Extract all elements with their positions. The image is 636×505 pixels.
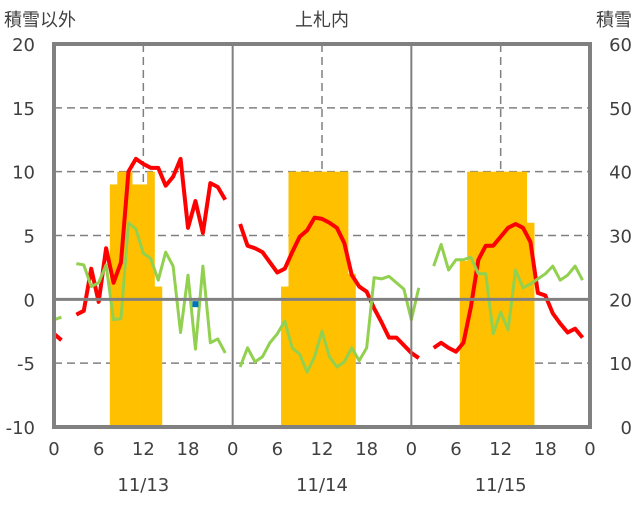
- y2-tick-label: 20: [609, 290, 632, 311]
- red-line-segment: [432, 222, 585, 354]
- y-tick-label: 15: [12, 99, 35, 120]
- snow-depth-bar: [526, 222, 535, 427]
- x-tick-label: 18: [355, 439, 378, 460]
- y-tick-label: -10: [6, 418, 35, 439]
- x-tick-label: 0: [227, 439, 238, 460]
- date-label: 11/13: [117, 475, 169, 496]
- y-tick-label: 10: [12, 163, 35, 184]
- x-tick-label: 18: [177, 439, 200, 460]
- blue-marker: [192, 301, 199, 308]
- red-line-segment: [75, 156, 227, 317]
- y-axis-right-label: 積雪: [596, 10, 632, 31]
- y-tick-label: -5: [17, 354, 35, 375]
- y2-tick-label: 30: [609, 227, 632, 248]
- y2-tick-label: 40: [609, 163, 632, 184]
- plot-border: [52, 42, 592, 429]
- snow-depth-bar: [132, 184, 140, 427]
- x-tick-label: 18: [534, 439, 557, 460]
- y2-tick-label: 50: [609, 99, 632, 120]
- snow-depth-bar: [109, 184, 118, 427]
- x-tick-label: 6: [93, 439, 104, 460]
- y2-tick-label: 10: [609, 354, 632, 375]
- y-tick-label: 5: [24, 227, 35, 248]
- x-tick-label: 0: [48, 439, 59, 460]
- x-tick-label: 6: [272, 439, 283, 460]
- snow-depth-bar: [281, 286, 289, 427]
- x-tick-label: 12: [132, 439, 155, 460]
- green-line-segment: [76, 221, 227, 354]
- red-line-segment: [238, 215, 420, 360]
- y2-tick-label: 0: [621, 418, 632, 439]
- snow-depth-bar: [154, 286, 163, 427]
- green-line-segment: [432, 242, 584, 336]
- x-tick-label: 0: [584, 439, 595, 460]
- x-tick-label: 12: [489, 439, 512, 460]
- chart-title: 上札内: [295, 10, 349, 31]
- x-tick-label: 0: [406, 439, 417, 460]
- x-tick-label: 12: [311, 439, 334, 460]
- snow-depth-bar: [139, 184, 148, 427]
- x-tick-label: 6: [450, 439, 461, 460]
- y2-tick-label: 60: [609, 35, 632, 56]
- date-label: 11/14: [296, 475, 348, 496]
- date-label: 11/15: [475, 475, 527, 496]
- y-axis-left-label: 積雪以外: [4, 10, 76, 31]
- green-line-segment: [238, 274, 421, 374]
- y-tick-label: 0: [24, 290, 35, 311]
- y-tick-label: 20: [12, 35, 35, 56]
